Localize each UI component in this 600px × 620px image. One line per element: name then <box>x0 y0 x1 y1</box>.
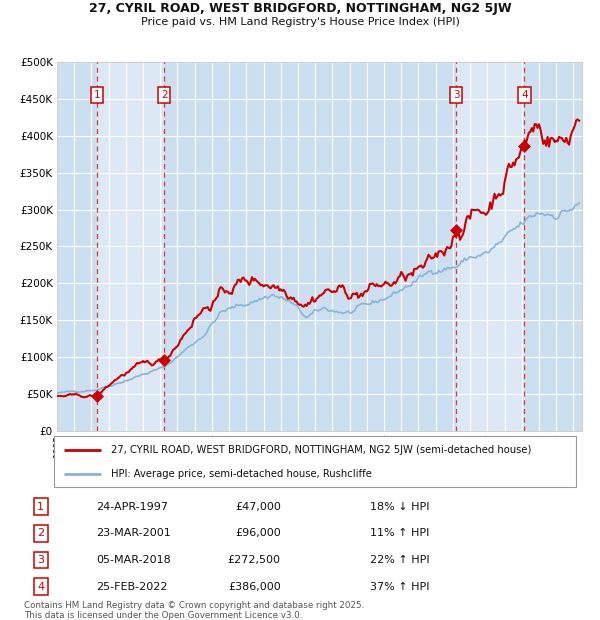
Text: £386,000: £386,000 <box>228 582 281 591</box>
Text: 22% ↑ HPI: 22% ↑ HPI <box>370 555 430 565</box>
Text: Price paid vs. HM Land Registry's House Price Index (HPI): Price paid vs. HM Land Registry's House … <box>140 17 460 27</box>
Bar <box>57 62 97 431</box>
Text: £96,000: £96,000 <box>235 528 281 538</box>
Text: 3: 3 <box>452 90 460 100</box>
Text: 11% ↑ HPI: 11% ↑ HPI <box>370 528 430 538</box>
Text: 1: 1 <box>94 90 100 100</box>
Bar <box>524 62 582 431</box>
Text: 27, CYRIL ROAD, WEST BRIDGFORD, NOTTINGHAM, NG2 5JW: 27, CYRIL ROAD, WEST BRIDGFORD, NOTTINGH… <box>89 2 511 15</box>
Text: 25-FEB-2022: 25-FEB-2022 <box>97 582 168 591</box>
Text: 3: 3 <box>37 555 44 565</box>
Text: 2: 2 <box>161 90 167 100</box>
Text: 27, CYRIL ROAD, WEST BRIDGFORD, NOTTINGHAM, NG2 5JW (semi-detached house): 27, CYRIL ROAD, WEST BRIDGFORD, NOTTINGH… <box>112 445 532 455</box>
Text: HPI: Average price, semi-detached house, Rushcliffe: HPI: Average price, semi-detached house,… <box>112 469 372 479</box>
Text: 37% ↑ HPI: 37% ↑ HPI <box>370 582 430 591</box>
Text: 24-APR-1997: 24-APR-1997 <box>97 502 169 512</box>
FancyBboxPatch shape <box>54 436 576 487</box>
Text: £272,500: £272,500 <box>227 555 281 565</box>
Text: 1: 1 <box>37 502 44 512</box>
Text: 2: 2 <box>37 528 44 538</box>
Text: Contains HM Land Registry data © Crown copyright and database right 2025.
This d: Contains HM Land Registry data © Crown c… <box>24 601 364 620</box>
Bar <box>97 62 164 431</box>
Text: 05-MAR-2018: 05-MAR-2018 <box>97 555 171 565</box>
Bar <box>164 62 456 431</box>
Text: 4: 4 <box>37 582 44 591</box>
Text: 18% ↓ HPI: 18% ↓ HPI <box>370 502 430 512</box>
Text: 23-MAR-2001: 23-MAR-2001 <box>97 528 171 538</box>
Bar <box>456 62 524 431</box>
Text: £47,000: £47,000 <box>235 502 281 512</box>
Text: 4: 4 <box>521 90 527 100</box>
